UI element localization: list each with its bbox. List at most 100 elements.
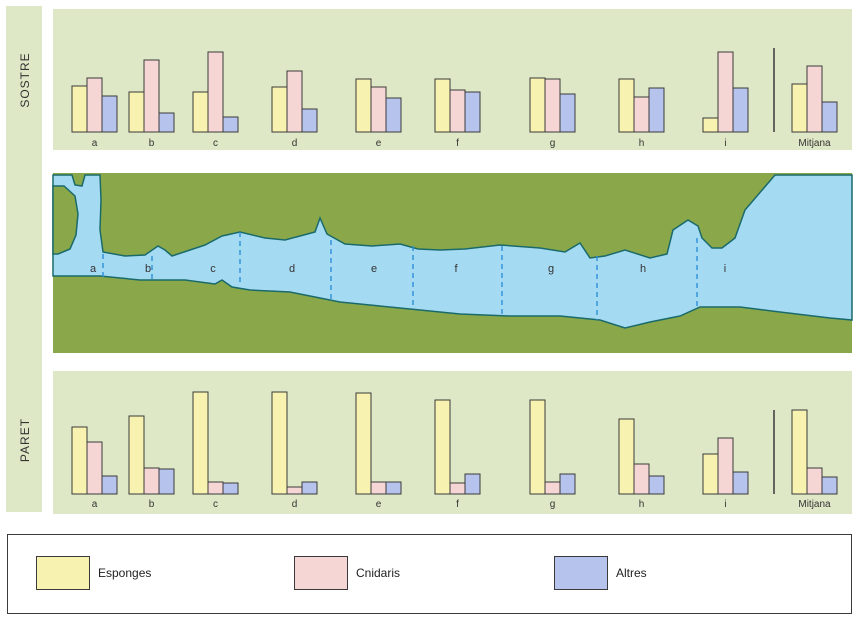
sostre-bar-d-altres (301, 108, 318, 133)
sostre-bar-f-esponges (434, 78, 451, 133)
sostre-bar-a-esponges (71, 85, 88, 133)
section-label-h: h (640, 263, 646, 275)
sostre-category-label: a (92, 138, 98, 149)
paret-bar-mitjana-altres (821, 476, 838, 495)
sostre-bar-c-altres (222, 116, 239, 133)
sostre-category-label: b (149, 138, 155, 149)
side-bar (6, 6, 42, 512)
paret-bar-f-esponges (434, 399, 451, 495)
section-dividers (102, 232, 698, 320)
paret-category-label: g (550, 499, 556, 510)
section-label-c: c (210, 263, 216, 275)
section-label-a: a (90, 263, 97, 275)
paret-bar-b-altres (158, 468, 175, 495)
section-label-g: g (548, 263, 554, 275)
paret-bar-f-cnidaris (449, 482, 466, 495)
paret-bar-g-altres (559, 473, 576, 495)
legend-label-altres: Altres (616, 566, 647, 580)
cave-map: a b c d e f g h i (52, 173, 853, 353)
paret-chart: a b c d e f g h i Mitjana (71, 391, 838, 510)
paret-bar-f-altres (464, 473, 481, 495)
sostre-bar-i-esponges (702, 117, 719, 133)
paret-bar-e-cnidaris (370, 481, 387, 495)
paret-bar-i-esponges (702, 453, 719, 495)
paret-bar-a-esponges (71, 426, 88, 495)
paret-bar-h-altres (648, 475, 665, 495)
sostre-bar-h-esponges (618, 78, 635, 133)
paret-bar-c-esponges (192, 391, 209, 495)
sostre-bar-b-altres (158, 112, 175, 133)
sostre-bar-mitjana-esponges (791, 83, 808, 133)
legend: Esponges Cnidaris Altres (7, 534, 852, 614)
sostre-category-label: h (639, 138, 645, 149)
cave-left-rock (52, 185, 79, 255)
paret-bar-h-esponges (618, 418, 635, 495)
sostre-category-label: e (376, 138, 382, 149)
sostre-bar-e-altres (385, 97, 402, 133)
paret-bar-b-cnidaris (143, 467, 160, 495)
sostre-bar-d-cnidaris (286, 70, 303, 133)
paret-bar-mitjana-esponges (791, 409, 808, 495)
sostre-bar-f-cnidaris (449, 89, 466, 133)
paret-bar-mitjana-cnidaris (806, 467, 823, 495)
paret-bar-d-cnidaris (286, 486, 303, 495)
cave-water (52, 174, 853, 329)
paret-category-label: h (639, 499, 645, 510)
section-labels: a b c d e f g h i (90, 263, 726, 275)
sostre-category-label: f (456, 138, 459, 149)
paret-category-label: a (92, 499, 98, 510)
paret-bar-i-altres (732, 471, 749, 495)
sostre-bar-mitjana-cnidaris (806, 65, 823, 133)
sostre-bar-g-altres (559, 93, 576, 133)
legend-label-esponges: Esponges (98, 566, 152, 580)
sostre-bar-a-altres (101, 95, 118, 133)
sostre-bar-g-cnidaris (544, 78, 561, 133)
legend-item-cnidaris: Cnidaris (294, 555, 400, 591)
paret-bar-g-cnidaris (544, 481, 561, 495)
paret-category-label: f (456, 499, 459, 510)
paret-category-label: c (213, 499, 218, 510)
paret-bar-b-esponges (128, 415, 145, 495)
paret-bar-e-altres (385, 481, 402, 495)
paret-bar-d-altres (301, 481, 318, 495)
paret-bar-g-esponges (529, 399, 546, 495)
sostre-category-label: d (292, 138, 298, 149)
paret-category-label: Mitjana (798, 499, 831, 510)
legend-label-cnidaris: Cnidaris (356, 566, 401, 580)
section-label-b: b (145, 263, 151, 275)
legend-swatch-altres (554, 556, 608, 590)
paret-category-label: i (724, 499, 726, 510)
sostre-bar-e-cnidaris (370, 86, 387, 133)
sostre-bar-i-cnidaris (717, 51, 734, 133)
legend-item-esponges: Esponges (36, 555, 151, 591)
sostre-bar-b-cnidaris (143, 59, 160, 133)
paret-bar-c-cnidaris (207, 481, 224, 495)
legend-item-altres: Altres (554, 555, 647, 591)
sostre-category-label: Mitjana (798, 138, 831, 149)
legend-swatch-esponges (36, 556, 90, 590)
sostre-category-label: g (550, 138, 556, 149)
sostre-category-label: c (213, 138, 218, 149)
sostre-bar-c-cnidaris (207, 51, 224, 133)
sostre-bar-c-esponges (192, 91, 209, 133)
paret-bar-i-cnidaris (717, 437, 734, 495)
sostre-bar-b-esponges (128, 91, 145, 133)
paret-bar-h-cnidaris (633, 463, 650, 495)
sostre-category-label: i (724, 138, 726, 149)
paret-category-label: e (376, 499, 382, 510)
sostre-bar-mitjana-altres (821, 101, 838, 133)
sostre-chart: a b c d e f g h i Mitjana (71, 48, 838, 149)
sostre-bar-h-cnidaris (633, 96, 650, 133)
paret-category-label: b (149, 499, 155, 510)
sostre-bar-a-cnidaris (86, 77, 103, 133)
paret-category-label: d (292, 499, 298, 510)
paret-bar-a-cnidaris (86, 441, 103, 495)
section-label-e: e (371, 263, 377, 275)
sostre-bar-i-altres (732, 87, 749, 133)
paret-bar-a-altres (101, 475, 118, 495)
sostre-bar-f-altres (464, 91, 481, 133)
section-label-i: i (724, 263, 726, 275)
sostre-bar-d-esponges (271, 86, 288, 133)
panel-label-paret: PARET (18, 418, 32, 462)
legend-swatch-cnidaris (294, 556, 348, 590)
